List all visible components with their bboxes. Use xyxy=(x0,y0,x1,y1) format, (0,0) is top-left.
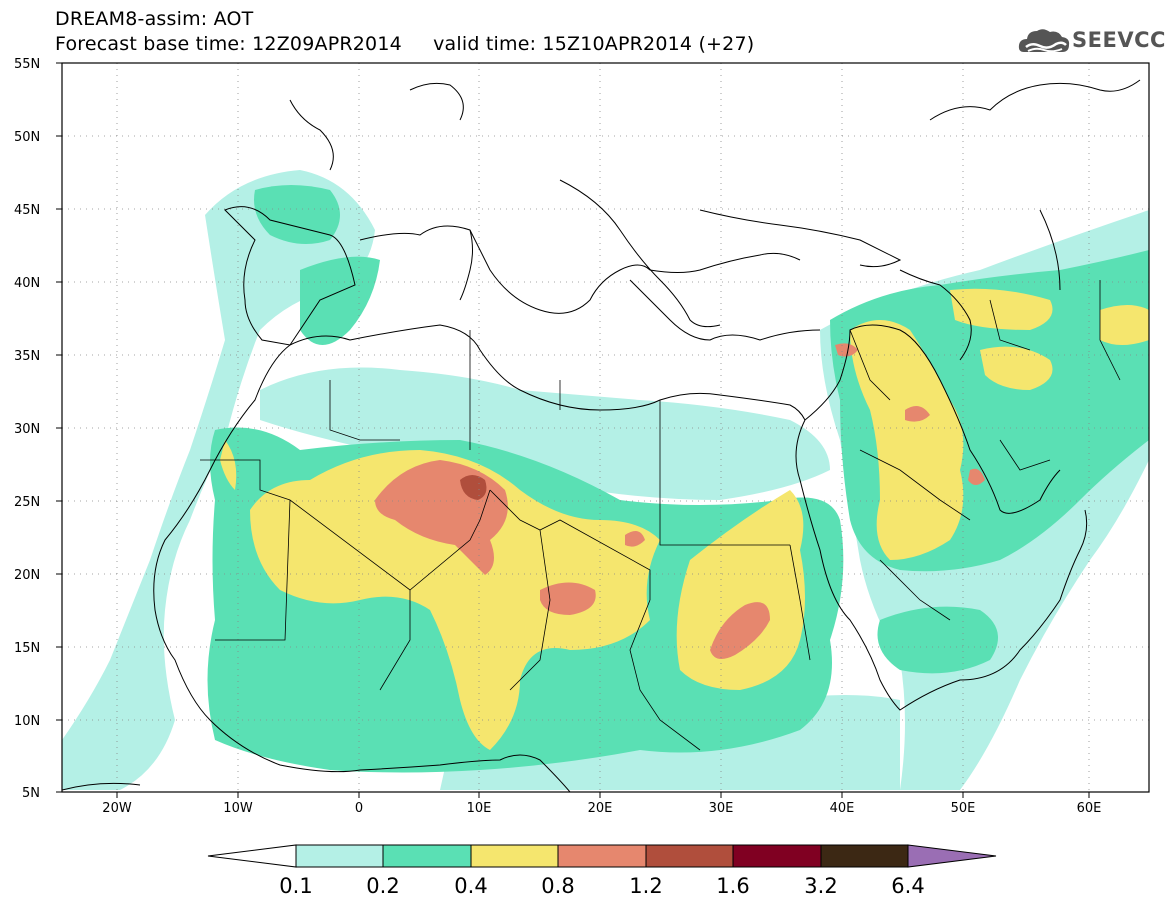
colorbar-over xyxy=(907,844,997,868)
seevccc-logo: SEEVCCC xyxy=(1018,24,1165,58)
colorbar-bin xyxy=(732,844,822,868)
colorbar-bin xyxy=(295,844,384,868)
colorbar-bin xyxy=(382,844,472,868)
colorbar-label: 6.4 xyxy=(891,874,924,898)
lat-label: 5N xyxy=(22,786,40,801)
colorbar-under xyxy=(207,844,297,868)
lat-label: 10N xyxy=(14,714,40,729)
lon-axis: 20W 10W 0 10E 20E 30E 40E 50E 60E xyxy=(102,801,1101,816)
lon-label: 60E xyxy=(1077,801,1102,816)
lon-label: 0 xyxy=(355,801,363,816)
lat-label: 35N xyxy=(14,349,40,364)
forecast-time-subtitle: Forecast base time: 12Z09APR2014 valid t… xyxy=(55,33,755,55)
lon-label: 20W xyxy=(102,801,132,816)
band-1.2-1.6 xyxy=(460,475,487,500)
colorbar-label: 0.1 xyxy=(279,874,312,898)
colorbar-label: 1.2 xyxy=(629,874,662,898)
lat-ticks xyxy=(56,62,62,793)
lon-label: 50E xyxy=(951,801,976,816)
coastlines xyxy=(62,79,1141,792)
lat-axis: 55N 50N 45N 40N 35N 30N 25N 20N 15N 10N … xyxy=(14,57,40,801)
lat-label: 55N xyxy=(14,57,40,72)
colorbar-label: 0.8 xyxy=(541,874,574,898)
lat-label: 15N xyxy=(14,641,40,656)
colorbar-bin xyxy=(470,844,559,868)
lon-label: 20E xyxy=(588,801,613,816)
band-0.4-0.8 xyxy=(220,288,1149,750)
lat-label: 25N xyxy=(14,495,40,510)
colorbar-label: 3.2 xyxy=(804,874,837,898)
colorbar-bin xyxy=(557,844,647,868)
dust-field xyxy=(62,170,1149,790)
colorbar-label: 1.6 xyxy=(716,874,749,898)
colorbar-label: 0.4 xyxy=(454,874,487,898)
lat-label: 50N xyxy=(14,130,40,145)
colorbar-bin xyxy=(820,844,909,868)
lon-label: 10W xyxy=(223,801,253,816)
logo-text: SEEVCCC xyxy=(1072,28,1165,52)
lat-label: 20N xyxy=(14,568,40,583)
colorbar xyxy=(207,844,997,868)
map-title: DREAM8-assim: AOT xyxy=(55,8,254,30)
lon-ticks xyxy=(116,792,1090,798)
colorbar-labels: 0.1 0.2 0.4 0.8 1.2 1.6 3.2 6.4 xyxy=(279,874,924,898)
colorbar-label: 0.2 xyxy=(366,874,399,898)
lon-label: 30E xyxy=(709,801,734,816)
colorbar-bin xyxy=(645,844,734,868)
borders xyxy=(200,280,1121,751)
lon-label: 10E xyxy=(467,801,492,816)
lat-label: 40N xyxy=(14,276,40,291)
lat-label: 30N xyxy=(14,422,40,437)
lat-label: 45N xyxy=(14,203,40,218)
lon-label: 40E xyxy=(830,801,855,816)
cloud-icon xyxy=(1018,29,1070,53)
